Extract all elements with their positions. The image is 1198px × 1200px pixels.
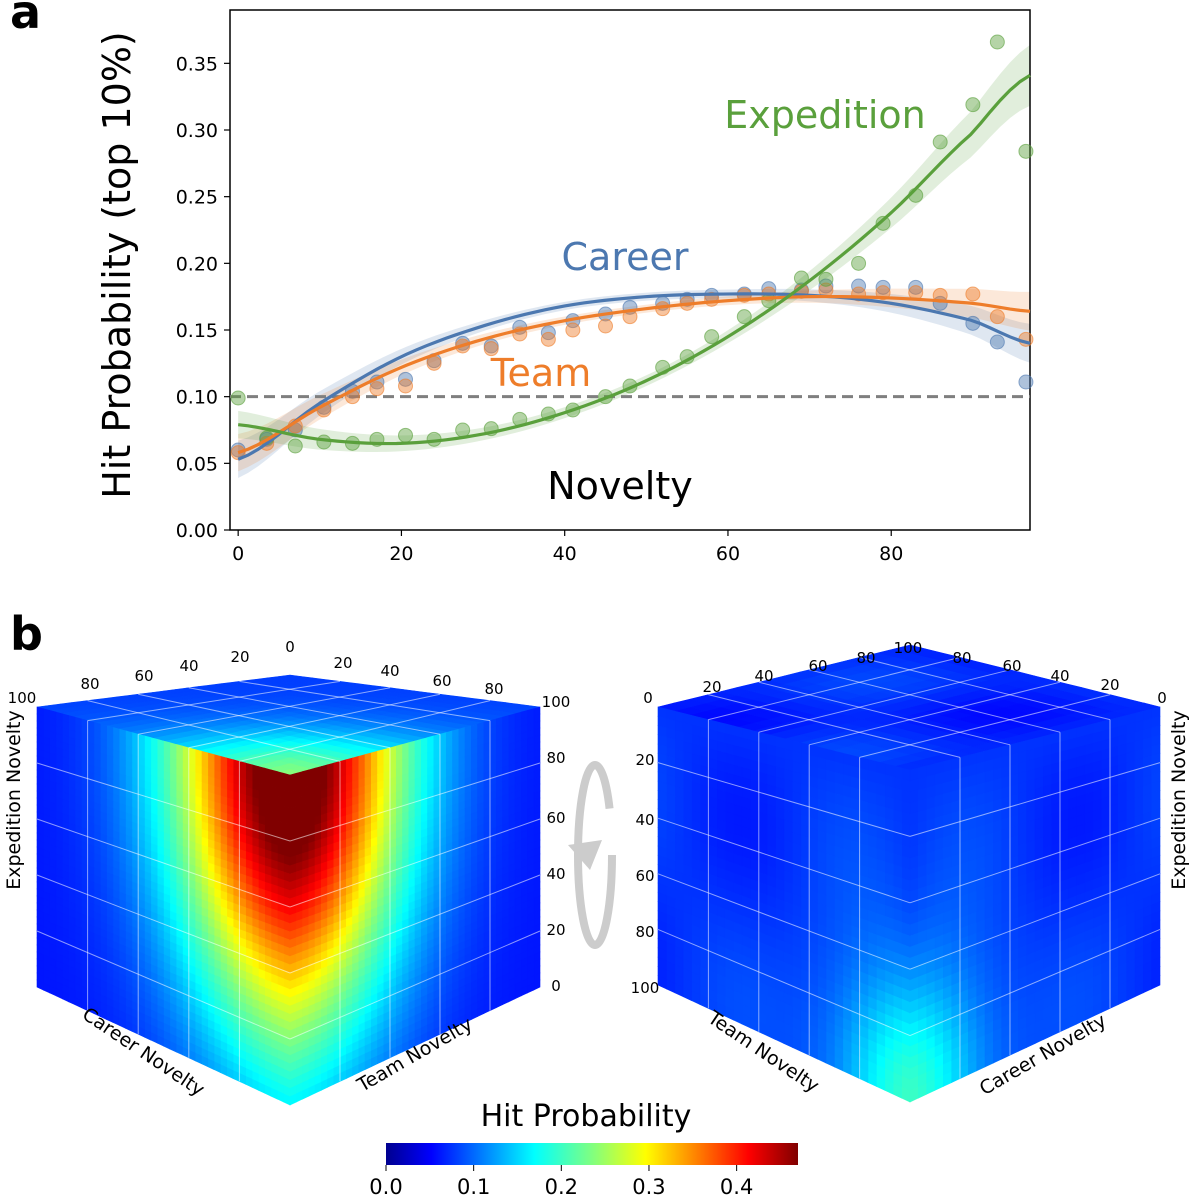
y-tick-label: 0.10: [176, 387, 218, 409]
cube-left-career-face: [36, 706, 291, 1106]
data-point-team: [989, 309, 1005, 325]
cube-left-career-tick: 80: [80, 675, 99, 693]
data-point-team: [483, 341, 499, 357]
cube-right-team-face: [657, 706, 911, 1103]
confidence-band-team: [238, 288, 1030, 472]
cube-left-team-tick: 60: [432, 672, 451, 690]
panel-a-chart: a 0 20 40 60 80 0.00 0.05 0.10 0.15 0.20 0.25 0.30 0…: [10, 0, 1034, 565]
data-point-expedition: [875, 215, 891, 231]
x-axis-title: Novelty: [547, 464, 693, 508]
data-point-team: [965, 286, 981, 302]
data-point-expedition: [704, 329, 720, 345]
panel-b-letter: b: [10, 607, 43, 661]
cube-left-career-tick: 0: [285, 638, 295, 656]
data-point-expedition: [818, 271, 834, 287]
cube-left: 100 80 60 40 20 0 20 40 60 80 100 80 60 40 20 0 Expedit…: [3, 638, 571, 1106]
rotate-arrow-icon: [568, 761, 616, 949]
data-point-expedition: [1018, 143, 1034, 159]
fit-line-team: [237, 294, 1031, 455]
data-point-career: [875, 279, 891, 295]
cube-left-career-tick: 20: [230, 648, 249, 666]
data-point-expedition: [287, 438, 303, 454]
cube-left-career-tick: 40: [179, 657, 198, 675]
data-point-career: [1018, 374, 1034, 390]
cube-left-top-cell: [278, 674, 302, 679]
series-label-team: Team: [490, 351, 591, 395]
fit-line-career: [237, 292, 1031, 461]
data-point-team: [598, 318, 614, 334]
data-point-expedition: [455, 422, 471, 438]
y-tick-label: 0.30: [176, 120, 218, 142]
y-tick-label: 0.20: [176, 253, 218, 275]
x-tick-label: 60: [716, 543, 740, 565]
plot-frame: [229, 9, 1031, 531]
y-tick-label: 0.00: [176, 520, 218, 542]
cube-left-expedition-tick: 20: [546, 921, 565, 939]
cube-left-top-face: [36, 674, 541, 776]
series-label-expedition: Expedition: [724, 93, 925, 137]
y-tick-label: 0.15: [176, 320, 218, 342]
cube-left-career-tick: 60: [134, 667, 153, 685]
cube-left-expedition-tick: 60: [546, 809, 565, 827]
y-tick-label: 0.05: [176, 453, 218, 475]
data-point-expedition: [989, 34, 1005, 50]
cube-left-expedition-axis-label: Expedition Novelty: [3, 710, 25, 890]
panel-a-letter: a: [10, 0, 41, 39]
data-point-expedition: [932, 134, 948, 150]
cube-left-expedition-tick: 40: [546, 865, 565, 883]
data-point-expedition: [736, 309, 752, 325]
data-point-career: [761, 281, 777, 297]
data-point-team: [398, 378, 414, 394]
y-tick-label: 0.25: [176, 187, 218, 209]
y-axis-title: Hit Probability (top 10%): [95, 31, 139, 499]
data-point-team: [540, 331, 556, 347]
fit-line-expedition: [237, 73, 1031, 446]
cube-left-expedition-tick: 0: [551, 977, 561, 995]
data-point-expedition: [398, 427, 414, 443]
cube-left-team-tick: 40: [380, 662, 399, 680]
x-tick-label: 20: [389, 543, 413, 565]
series-label-career: Career: [562, 235, 689, 279]
data-point-career: [851, 278, 867, 294]
data-point-team: [565, 322, 581, 338]
x-tick-label: 40: [553, 543, 577, 565]
y-tick-label: 0.35: [176, 53, 218, 75]
data-point-expedition: [851, 255, 867, 271]
cube-left-expedition-tick: 80: [546, 749, 565, 767]
cube-left-career-tick: 100: [8, 689, 37, 707]
panel-b-cubes: b 100 80 60 40 20 0 20 40 60 80 100 80 60 40 20 0 Exped…: [3, 607, 1190, 1199]
data-point-expedition: [965, 97, 981, 113]
data-point-team: [369, 381, 385, 397]
cube-left-team-tick: 100: [542, 693, 571, 711]
data-point-expedition: [316, 434, 332, 450]
data-point-team: [426, 355, 442, 371]
cube-left-team-tick: 80: [484, 680, 503, 698]
data-point-career: [989, 334, 1005, 350]
x-tick-label: 0: [232, 543, 244, 565]
cube-left-team-tick: 20: [333, 654, 352, 672]
data-point-expedition: [230, 390, 246, 406]
confidence-band-career: [238, 288, 1030, 478]
x-tick-label: 80: [879, 543, 903, 565]
data-point-career: [908, 279, 924, 295]
